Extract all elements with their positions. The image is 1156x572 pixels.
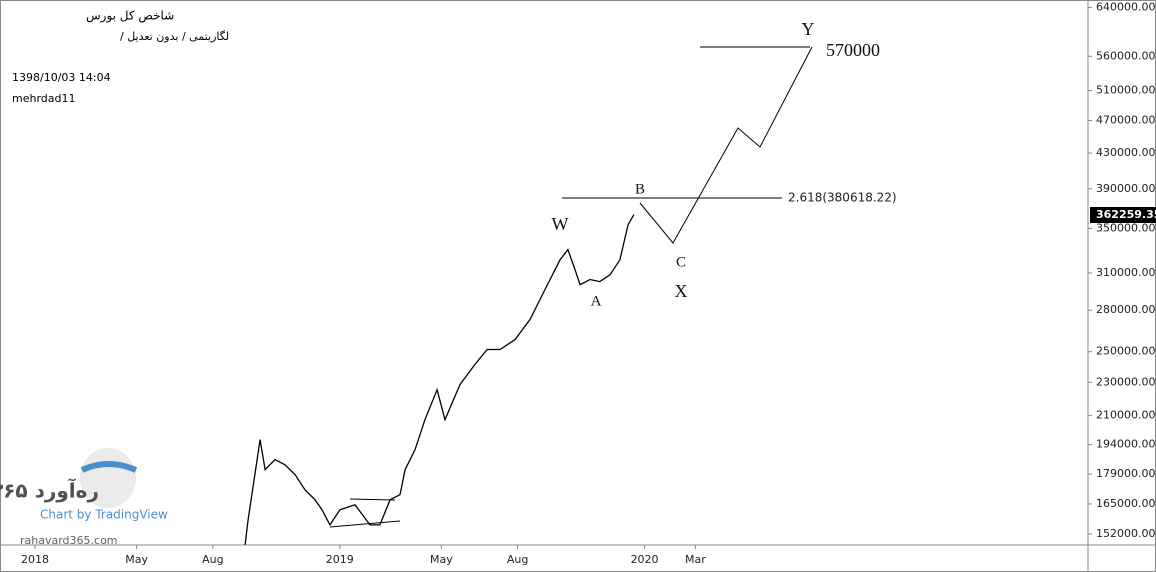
y-tick-label: 152000.00: [1096, 527, 1156, 540]
price-line: [244, 214, 635, 545]
logo-stripe: [80, 461, 138, 473]
x-tick-label: Mar: [685, 553, 706, 566]
last-price: 362259.35: [1096, 208, 1156, 221]
y-tick-label: 390000.00: [1096, 182, 1156, 195]
target-label: 570000: [826, 40, 880, 60]
x-tick-label: 2018: [21, 553, 49, 566]
wave-label: Y: [802, 19, 815, 39]
y-tick-label: 640000.00: [1096, 0, 1156, 13]
timestamp: 1398/10/03 14:04: [12, 71, 111, 84]
fib-label: 2.618(380618.22): [788, 191, 897, 205]
x-tick-label: Aug: [507, 553, 528, 566]
y-tick-label: 194000.00: [1096, 438, 1156, 451]
x-tick-label: 2020: [631, 553, 659, 566]
wave-label: W: [552, 214, 569, 234]
y-tick-label: 230000.00: [1096, 375, 1156, 388]
y-tick-label: 179000.00: [1096, 467, 1156, 480]
watermark-logo: ره‌آورد ۳۶۵: [0, 478, 99, 503]
wave-projection: [639, 46, 813, 244]
watermark-tradingview: Chart by TradingView: [40, 508, 168, 522]
y-tick-label: 165000.00: [1096, 497, 1156, 510]
wave-label: C: [676, 254, 686, 270]
triangle-lower: [329, 520, 401, 528]
x-tick-label: 2019: [326, 553, 354, 566]
y-tick-label: 510000.00: [1096, 84, 1156, 97]
y-tick-label: 470000.00: [1096, 113, 1156, 126]
x-tick-label: May: [430, 553, 453, 566]
y-tick-label: 210000.00: [1096, 409, 1156, 422]
wave-label: X: [675, 281, 688, 301]
wave-label: B: [635, 181, 645, 197]
triangle-upper: [349, 498, 396, 501]
subtitle: لگاریتمی / بدون تعدیل /: [120, 30, 229, 43]
x-tick-label: Aug: [202, 553, 223, 566]
y-tick-label: 430000.00: [1096, 146, 1156, 159]
y-tick-label: 560000.00: [1096, 49, 1156, 62]
watermark: ره‌آورد ۳۶۵ rahavard365.com Chart by Tra…: [0, 448, 168, 547]
chart-title: شاخص کل بورس: [86, 9, 174, 24]
y-tick-label: 280000.00: [1096, 303, 1156, 316]
y-tick-label: 350000.00: [1096, 221, 1156, 234]
wave-label: A: [591, 293, 602, 309]
last-price-box: [1090, 207, 1156, 223]
x-tick-label: May: [125, 553, 148, 566]
watermark-url: rahavard365.com: [20, 534, 118, 547]
author: mehrdad11: [12, 92, 76, 105]
y-tick-label: 250000.00: [1096, 345, 1156, 358]
y-tick-label: 310000.00: [1096, 266, 1156, 279]
